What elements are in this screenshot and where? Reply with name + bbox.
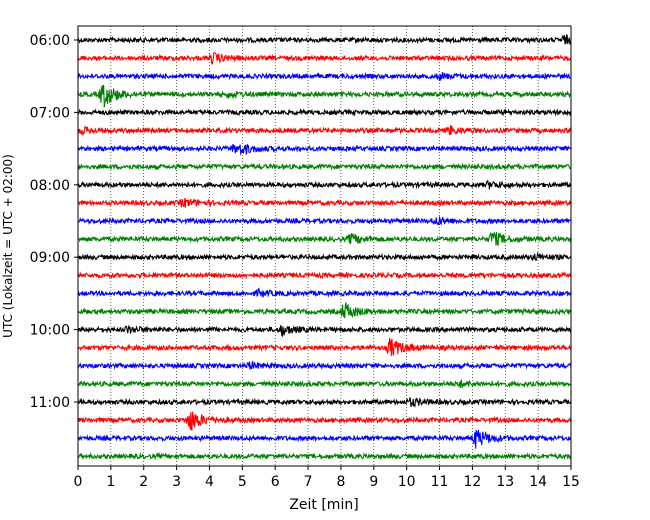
x-tick-label: 9: [369, 474, 378, 490]
x-tick-label: 5: [238, 474, 247, 490]
x-tick-label: 14: [529, 474, 547, 490]
x-tick-label: 15: [562, 474, 580, 490]
trace-0815: [77, 197, 572, 208]
trace-0800: [77, 179, 572, 190]
trace-0745: [77, 162, 572, 171]
y-tick-label: 08:00: [30, 178, 70, 194]
x-axis-label: Zeit [min]: [289, 497, 358, 513]
trace-0830: [77, 215, 572, 226]
x-tick-label: 2: [139, 474, 148, 490]
y-tick-label: 11:00: [30, 395, 70, 411]
y-axis-ticks: 06:00 07:00 08:00 09:00 10:00 11:00: [30, 33, 78, 411]
plot-frame: [77, 25, 572, 467]
x-tick-label: 3: [172, 474, 181, 490]
x-tick-label: 6: [271, 474, 280, 490]
seismic-traces: [77, 34, 572, 461]
trace-1045: [77, 379, 572, 389]
trace-1130: [77, 429, 572, 449]
x-tick-label: 0: [74, 474, 83, 490]
trace-1030: [77, 360, 572, 370]
trace-0845: [77, 231, 572, 246]
trace-1100: [77, 397, 572, 408]
x-tick-label: 13: [496, 474, 514, 490]
y-tick-label: 06:00: [30, 33, 70, 49]
x-tick-label: 12: [463, 474, 481, 490]
trace-0730: [77, 143, 572, 156]
x-tick-label: 1: [106, 474, 115, 490]
trace-1000: [77, 324, 572, 338]
trace-0700: [77, 108, 572, 117]
x-tick-label: 11: [431, 474, 449, 490]
x-tick-label: 8: [336, 474, 345, 490]
y-tick-label: 09:00: [30, 250, 70, 266]
x-tick-label: 4: [205, 474, 214, 490]
y-axis-label: UTC (Lokalzeit = UTC + 02:00): [1, 154, 15, 338]
x-tick-label: 7: [304, 474, 313, 490]
grid-lines: [110, 26, 539, 466]
trace-0645: [77, 84, 572, 108]
x-tick-label: 10: [398, 474, 416, 490]
trace-1115: [77, 411, 572, 431]
trace-0630: [77, 71, 572, 81]
y-tick-label: 07:00: [30, 105, 70, 121]
trace-0930: [77, 287, 572, 298]
trace-0715: [77, 125, 572, 137]
trace-0945: [77, 302, 572, 319]
trace-1145: [77, 451, 572, 461]
x-axis-ticks: 0 1 2 3 4 5 6 7 8 9 10 11 12 13 14 15: [74, 466, 580, 490]
y-tick-label: 10:00: [30, 323, 70, 339]
trace-0600: [77, 34, 572, 45]
trace-0615: [77, 52, 572, 65]
trace-0915: [77, 271, 572, 280]
trace-0900: [77, 251, 572, 262]
trace-1015: [77, 337, 572, 357]
